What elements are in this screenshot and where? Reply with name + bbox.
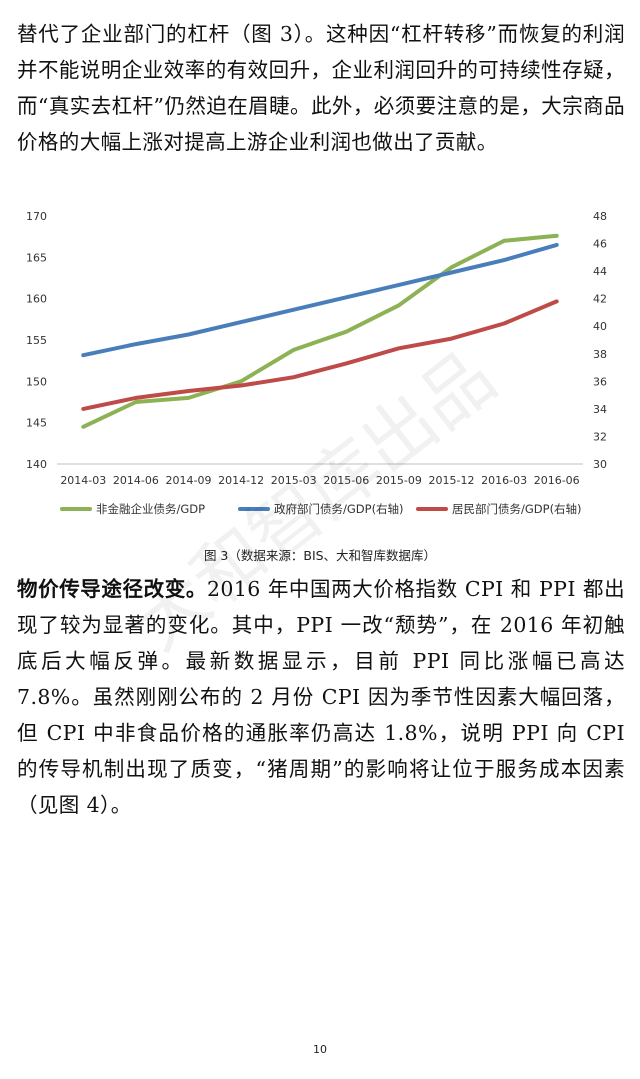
body-paragraph-2: 物价传导途径改变。2016 年中国两大价格指数 CPI 和 PPI 都出现了较为…: [17, 571, 625, 823]
y-left-tick-label: 170: [26, 210, 47, 223]
x-tick-label: 2014-12: [218, 474, 264, 487]
y-right-tick-label: 48: [593, 210, 607, 223]
legend-label-1: 非金融企业债务/GDP: [96, 502, 205, 516]
y-left-tick-label: 160: [26, 293, 47, 306]
y-right-tick-label: 38: [593, 348, 607, 361]
x-tick-label: 2014-09: [166, 474, 212, 487]
y-right-tick-label: 42: [593, 293, 607, 306]
series-3-point: [81, 407, 85, 411]
y-left-tick-label: 165: [26, 251, 47, 264]
y-left-tick-label: 140: [26, 458, 47, 471]
x-tick-label: 2014-03: [60, 474, 106, 487]
series-1-point: [397, 303, 401, 307]
series-2-point: [450, 270, 454, 274]
series-3-point: [397, 346, 401, 350]
series-line-3: [81, 299, 559, 411]
y-right-tick-label: 46: [593, 238, 607, 251]
x-tick-label: 2015-06: [323, 474, 369, 487]
series-1-point: [450, 265, 454, 269]
series-3-point: [134, 396, 138, 400]
series-2-point: [239, 320, 243, 324]
series-2-point: [292, 308, 296, 312]
series-3-point: [239, 383, 243, 387]
series-line-1: [81, 233, 559, 429]
legend-label-3: 居民部门债务/GDP(右轴): [452, 502, 582, 516]
series-1-point: [292, 348, 296, 352]
series-2-point: [134, 342, 138, 346]
series-2-point: [502, 258, 506, 262]
y-left-tick-label: 150: [26, 375, 47, 388]
series-1-point: [81, 425, 85, 429]
debt-to-gdp-line-chart: 2014-03 2014-06 2014-09 2014-12 2015-03 2015-…: [26, 210, 607, 516]
x-tick-label: 2015-03: [271, 474, 317, 487]
series-2-point: [555, 243, 559, 247]
series-3-point: [502, 321, 506, 325]
y-right-tick-label: 32: [593, 430, 607, 443]
series-3-point: [292, 375, 296, 379]
y-right-tick-label: 36: [593, 375, 607, 388]
y-right-tick-label: 44: [593, 265, 607, 278]
series-2-point: [187, 332, 191, 336]
series-3-point: [555, 299, 559, 303]
series-3-point: [344, 361, 348, 365]
series-1-point: [502, 239, 506, 243]
y-right-tick-label: 34: [593, 403, 607, 416]
y-left-tick-label: 155: [26, 334, 47, 347]
x-tick-label: 2015-12: [429, 474, 475, 487]
series-3-point: [187, 389, 191, 393]
paragraph-1-text: 替代了企业部门的杠杆（图 3）。这种因“杠杆转移”而恢复的利润并不能说明企业效率…: [17, 22, 625, 154]
x-tick-label: 2014-06: [113, 474, 159, 487]
x-tick-label: 2016-03: [481, 474, 527, 487]
body-paragraph-1: 替代了企业部门的杠杆（图 3）。这种因“杠杆转移”而恢复的利润并不能说明企业效率…: [17, 16, 625, 160]
series-1-point: [239, 379, 243, 383]
y-right-tick-label: 40: [593, 320, 607, 333]
figure-caption: 图 3（数据来源：BIS、大和智库数据库）: [203, 548, 437, 563]
series-1-point: [187, 396, 191, 400]
series-1-point: [344, 330, 348, 334]
series-line-2: [81, 242, 559, 358]
series-2-point: [344, 295, 348, 299]
paragraph-2-text: 2016 年中国两大价格指数 CPI 和 PPI 都出现了较为显著的变化。其中，…: [17, 577, 625, 817]
x-tick-label: 2016-06: [534, 474, 580, 487]
series-2-point: [81, 353, 85, 357]
series-2-point: [397, 283, 401, 287]
x-tick-label: 2015-09: [376, 474, 422, 487]
series-1-point: [555, 234, 559, 238]
series-3-point: [450, 337, 454, 341]
legend-label-2: 政府部门债务/GDP(右轴): [274, 502, 404, 516]
paragraph-2-heading: 物价传导途径改变。: [17, 577, 207, 601]
page-number: 10: [313, 1043, 327, 1056]
series-1-point: [134, 400, 138, 404]
y-right-tick-label: 30: [593, 458, 607, 471]
y-left-tick-label: 145: [26, 417, 47, 430]
